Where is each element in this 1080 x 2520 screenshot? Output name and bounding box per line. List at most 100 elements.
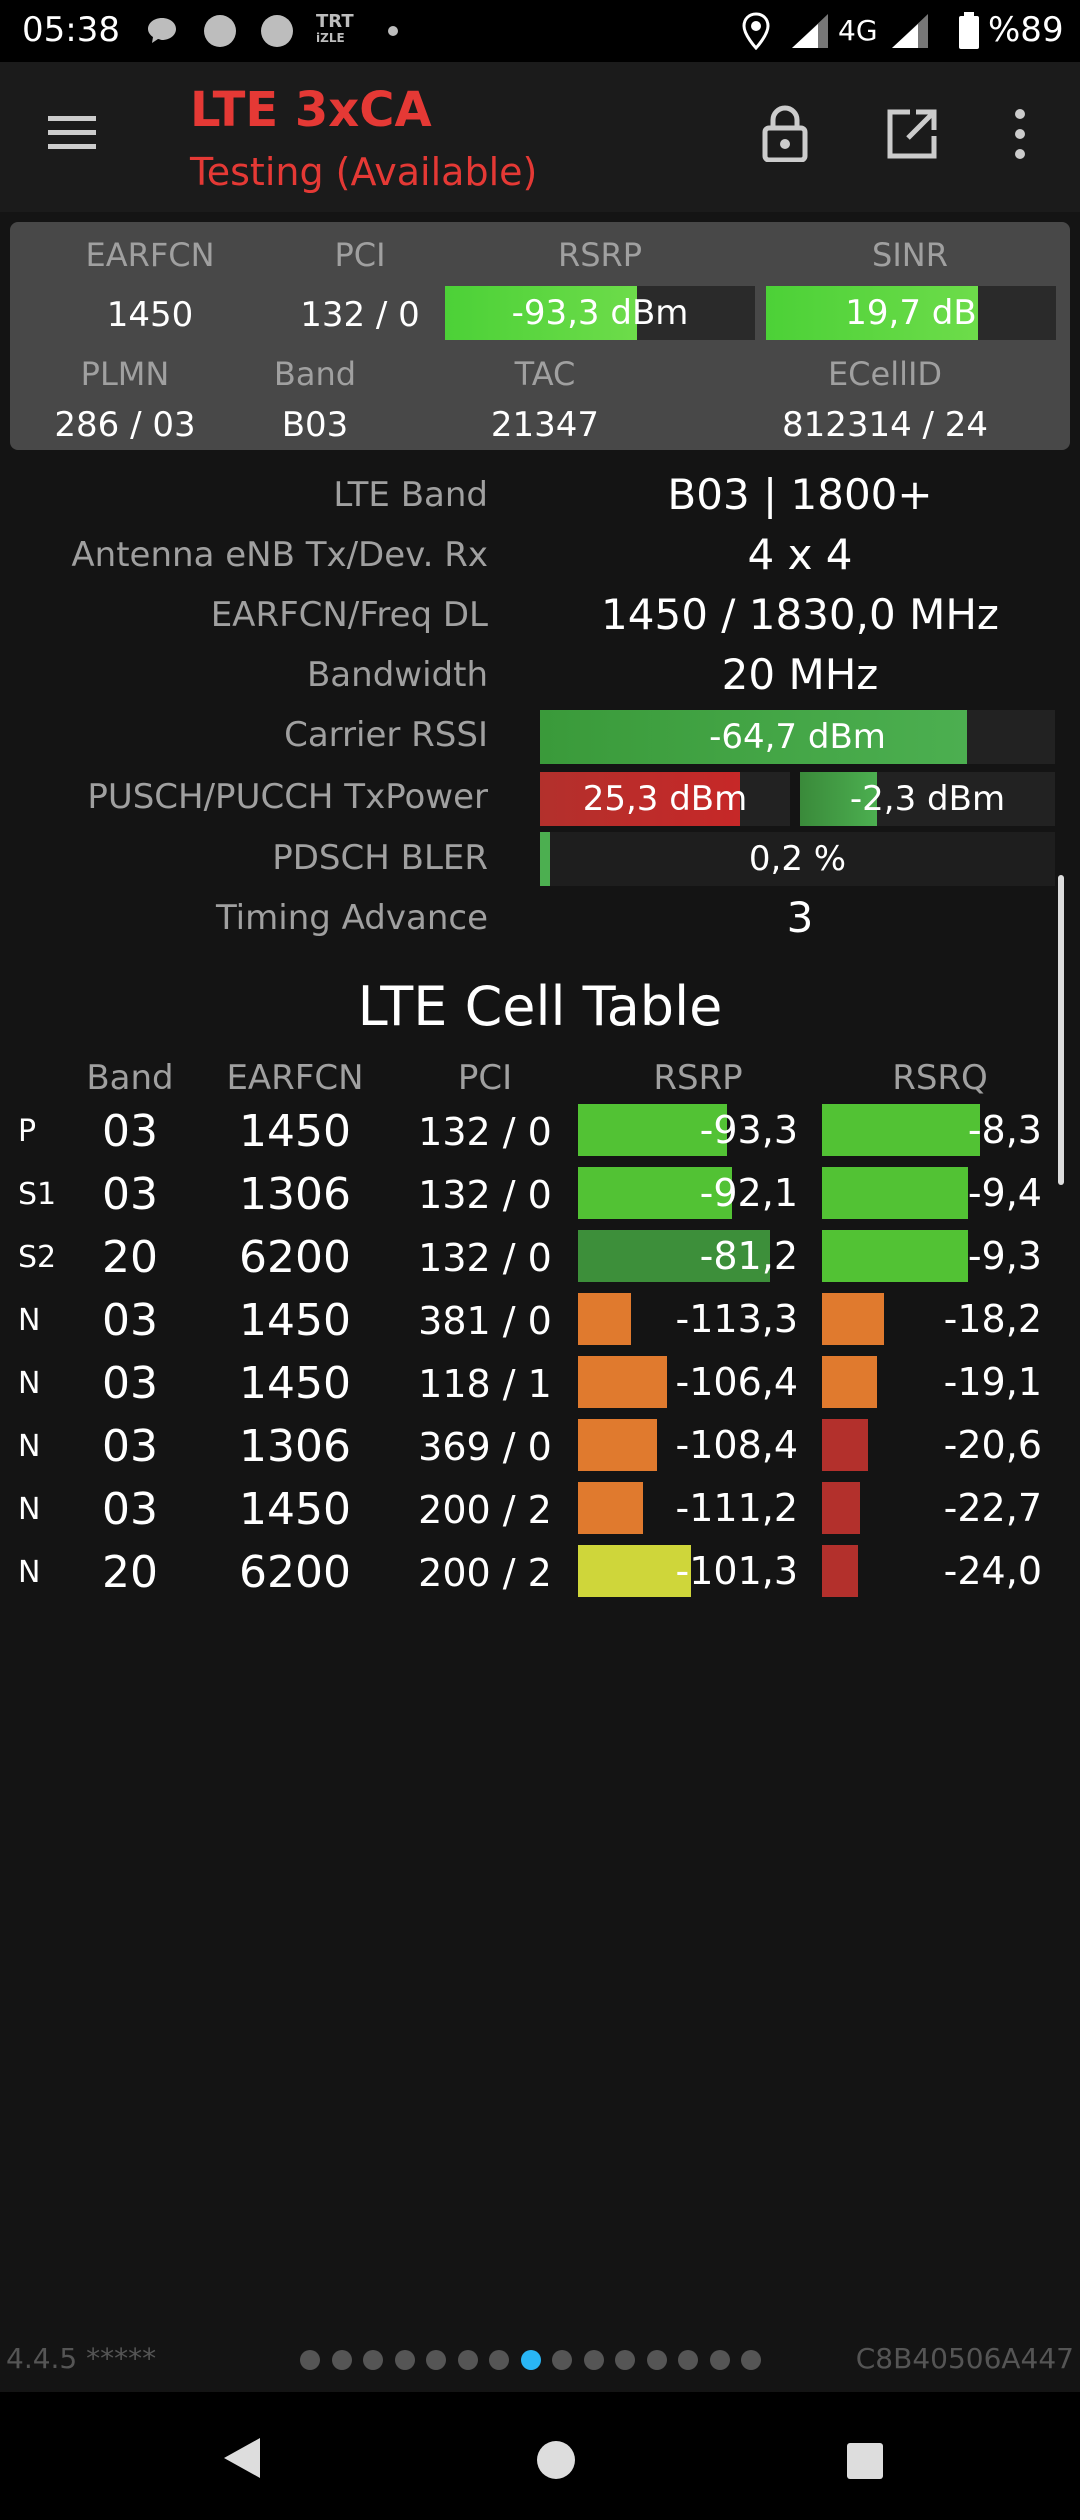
header-band: Band <box>273 355 357 393</box>
cell-rsrp-bar-fill <box>578 1230 770 1282</box>
cell-rsrq-value: -24,0 <box>943 1549 1042 1593</box>
page-dot[interactable] <box>457 2350 478 2370</box>
cell-rsrp-bar-fill <box>578 1419 658 1471</box>
cell-type: S2 <box>18 1240 57 1275</box>
pusch-value: 25,3 dBm <box>582 779 748 819</box>
carrier-rssi-bar: -64,7 dBm <box>540 710 1055 764</box>
cell-rsrp-value: -101,3 <box>675 1549 799 1593</box>
cell-earfcn: 1450 <box>239 1484 351 1535</box>
menu-icon[interactable] <box>44 110 100 154</box>
cell-band: 03 <box>102 1421 158 1472</box>
value-earfcn: 1450 <box>106 295 194 335</box>
app-title: LTE 3xCA <box>190 82 432 138</box>
cell-rsrp-bar-fill <box>578 1482 643 1534</box>
page-dot[interactable] <box>489 2350 509 2370</box>
cell-earfcn: 1450 <box>239 1106 351 1157</box>
cell-pci: 200 / 2 <box>418 1551 552 1595</box>
dot-icon <box>388 26 398 36</box>
status-bar: 05:38 TRT iZLE 4G %89 <box>0 0 1080 62</box>
cell-rsrp-value: -92,1 <box>699 1171 798 1215</box>
page-dot[interactable] <box>741 2350 761 2370</box>
page-dot[interactable] <box>363 2350 383 2370</box>
col-header-earfcn: EARFCN <box>226 1058 364 1098</box>
value-rsrp: -93,3 dBm <box>511 293 689 333</box>
page-dot[interactable] <box>646 2350 667 2370</box>
lock-icon[interactable] <box>760 104 810 166</box>
page-dot[interactable] <box>300 2350 320 2370</box>
cell-type: N <box>18 1492 41 1527</box>
earfcn-freq-value: 1450 / 1830,0 MHz <box>601 590 999 639</box>
scrollbar[interactable] <box>1058 875 1064 1185</box>
cell-band: 03 <box>102 1106 158 1157</box>
cell-rsrq-bar: -20,6 <box>822 1419 1062 1471</box>
bler-value: 0,2 % <box>748 839 847 879</box>
cell-type: N <box>18 1303 41 1338</box>
page-dot[interactable] <box>678 2350 698 2370</box>
cell-table-title: LTE Cell Table <box>357 975 723 1038</box>
back-icon[interactable] <box>222 2436 262 2484</box>
cell-earfcn: 1450 <box>239 1358 351 1409</box>
cell-rsrp-bar: -113,3 <box>578 1293 818 1345</box>
cell-rsrp-bar: -92,1 <box>578 1167 818 1219</box>
page-dot[interactable] <box>552 2350 572 2370</box>
cell-band: 03 <box>102 1169 158 1220</box>
pusch-bar: 25,3 dBm <box>540 772 790 826</box>
page-dot[interactable] <box>426 2350 446 2370</box>
cell-rsrq-bar-fill <box>822 1167 969 1219</box>
value-pci: 132 / 0 <box>300 295 420 335</box>
rsrp-bar-fill <box>445 286 638 340</box>
cell-rsrq-value: -22,7 <box>943 1486 1042 1530</box>
cell-rsrq-bar-fill <box>822 1104 981 1156</box>
network-type: 4G <box>838 14 878 47</box>
bandwidth-value: 20 MHz <box>721 650 879 699</box>
cell-rsrq-value: -8,3 <box>967 1108 1042 1152</box>
cell-pci: 200 / 2 <box>418 1488 552 1532</box>
cell-pci: 381 / 0 <box>418 1299 552 1343</box>
cell-rsrp-bar-fill <box>578 1104 727 1156</box>
page-dot[interactable] <box>615 2350 635 2370</box>
more-vert-icon[interactable] <box>1010 108 1030 164</box>
app-bar <box>0 62 1080 212</box>
circle-icon <box>203 14 237 48</box>
cell-type: N <box>18 1366 41 1401</box>
battery-level: %89 <box>988 10 1064 50</box>
header-tac: TAC <box>514 355 576 393</box>
open-external-icon[interactable] <box>886 108 938 164</box>
cell-band: 03 <box>102 1484 158 1535</box>
cell-pci: 132 / 0 <box>418 1110 552 1154</box>
header-sinr: SINR <box>872 236 948 274</box>
header-earfcn: EARFCN <box>85 236 215 274</box>
sinr-bar-fill <box>766 286 978 340</box>
app-subtitle: Testing (Available) <box>190 150 538 194</box>
trt-izle-icon: TRT iZLE <box>316 11 354 46</box>
page-dot[interactable] <box>394 2350 415 2370</box>
page-indicator[interactable] <box>300 2350 780 2374</box>
cell-rsrq-bar: -24,0 <box>822 1545 1062 1597</box>
pusch-bar-fill <box>540 772 740 826</box>
cell-rsrq-bar: -9,4 <box>822 1167 1062 1219</box>
carrier-rssi-bar-fill <box>540 710 968 764</box>
app-version: 4.4.5 ***** <box>6 2342 157 2375</box>
cell-rsrq-bar-fill <box>822 1356 878 1408</box>
cell-rsrq-value: -20,6 <box>943 1423 1042 1467</box>
cell-rsrp-bar-fill <box>578 1293 631 1345</box>
home-icon[interactable] <box>536 2440 576 2484</box>
cell-pci: 369 / 0 <box>418 1425 552 1469</box>
cell-rsrp-value: -93,3 <box>699 1108 798 1152</box>
antenna-label: Antenna eNB Tx/Dev. Rx <box>71 535 488 575</box>
carrier-rssi-value: -64,7 dBm <box>709 717 886 757</box>
cell-rsrp-bar-fill <box>578 1356 667 1408</box>
cell-rsrq-bar: -22,7 <box>822 1482 1062 1534</box>
page-dot[interactable] <box>583 2350 604 2370</box>
cell-rsrp-bar: -101,3 <box>578 1545 818 1597</box>
col-header-rsrp: RSRP <box>653 1058 743 1098</box>
recents-icon[interactable] <box>846 2442 884 2484</box>
page-dot[interactable] <box>520 2350 541 2370</box>
cell-rsrp-bar: -106,4 <box>578 1356 818 1408</box>
col-header-band: Band <box>86 1058 174 1098</box>
page-dot[interactable] <box>709 2350 730 2370</box>
header-plmn: PLMN <box>80 355 170 393</box>
page-dot[interactable] <box>331 2350 352 2370</box>
cell-type: S1 <box>18 1177 57 1212</box>
bler-bar: 0,2 % <box>540 832 1055 886</box>
